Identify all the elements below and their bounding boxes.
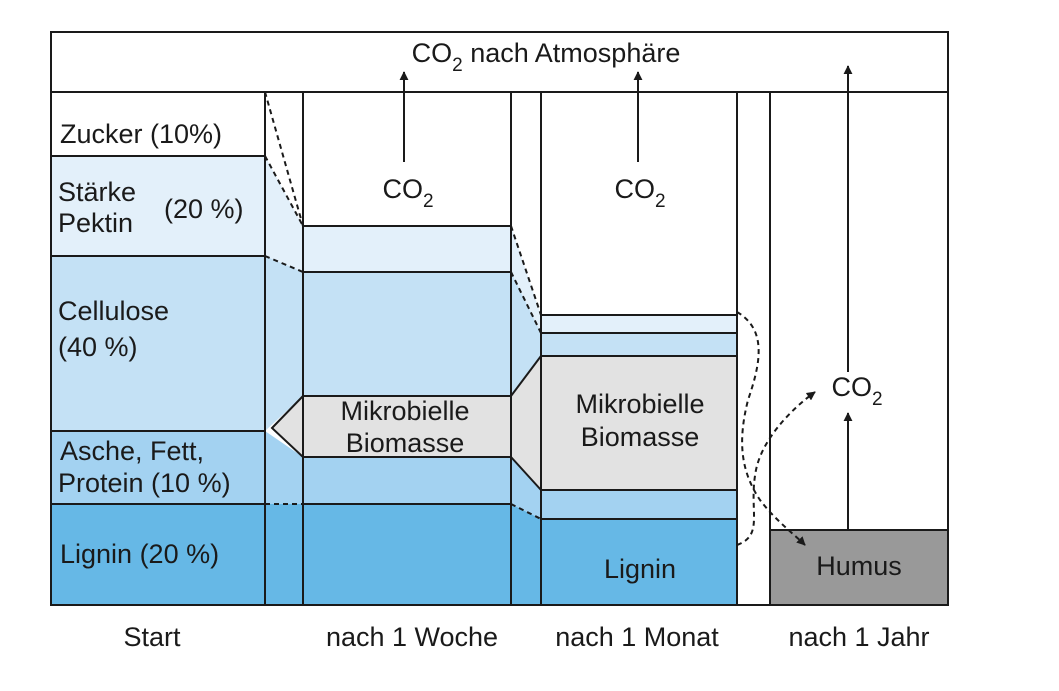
co2-month-label: CO2: [614, 174, 665, 212]
staerke-label: Stärke: [58, 177, 136, 207]
lignin-layer: [51, 504, 265, 605]
asche-label: Asche, Fett,: [60, 436, 204, 466]
biomass-week-label-1: Mikrobielle: [340, 396, 469, 426]
week-column: [303, 226, 511, 605]
timeline: Start nach 1 Woche nach 1 Monat nach 1 J…: [123, 622, 929, 652]
co2-atmosphere-label: CO2 nach Atmosphäre: [412, 38, 681, 76]
transition-start-week: [265, 156, 303, 605]
lignin-month: [541, 519, 737, 605]
biomass-month-label-2: Biomasse: [581, 422, 700, 452]
lignin-start-label: Lignin (20 %): [60, 539, 219, 569]
outlines: [50, 31, 949, 606]
co2-year-label: CO2: [831, 372, 882, 410]
timeline-start: Start: [123, 622, 181, 652]
cellulose-label: Cellulose: [58, 296, 169, 326]
dashed-connectors: [264, 91, 816, 546]
cellulose-percent: (40 %): [58, 332, 138, 362]
protein-label: Protein (10 %): [58, 468, 231, 498]
timeline-week: nach 1 Woche: [326, 622, 498, 652]
biomass-week: [303, 396, 511, 457]
month-column: [541, 315, 737, 605]
timeline-month: nach 1 Monat: [555, 622, 719, 652]
pektin-label: Pektin: [58, 208, 133, 238]
staerke-pektin-percent: (20 %): [164, 194, 244, 224]
biomass-month: [541, 356, 737, 490]
biomass-arrow-week: [272, 396, 303, 457]
start-column: [51, 92, 265, 605]
zucker-layer: [51, 92, 265, 156]
co2-week-label: CO2: [382, 174, 433, 212]
humus-label: Humus: [816, 551, 902, 581]
zucker-label: Zucker (10%): [60, 119, 222, 149]
biomass-month-label-1: Mikrobielle: [575, 389, 704, 419]
lignin-month-label: Lignin: [604, 554, 676, 584]
asche-fett-protein-layer: [51, 431, 265, 504]
biomass-week-label-2: Biomasse: [346, 428, 465, 458]
timeline-year: nach 1 Jahr: [788, 622, 929, 652]
co2-arrows: [399, 65, 853, 530]
staerke-pektin-layer: [51, 156, 265, 256]
cellulose-layer: [51, 256, 265, 431]
